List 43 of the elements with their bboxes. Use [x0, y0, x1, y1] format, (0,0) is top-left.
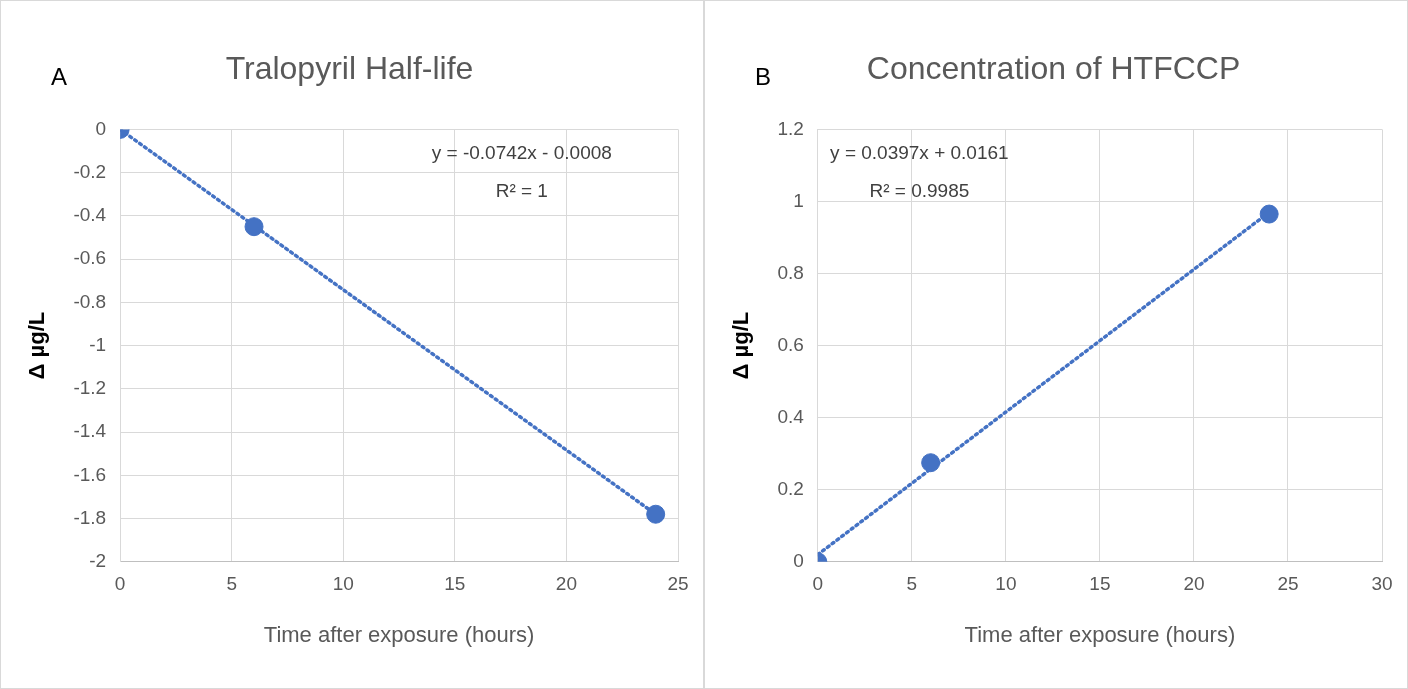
- text: A: [51, 62, 68, 90]
- x-tick-label: 10: [332, 573, 354, 595]
- x-tick-label: 30: [1371, 573, 1393, 595]
- x-tick-label: 20: [1183, 573, 1205, 595]
- y-tick-label: -1: [89, 333, 107, 355]
- x-tick-label: 5: [226, 573, 237, 595]
- y-tick-label: 0: [95, 117, 107, 139]
- y-tick-label: 1: [793, 189, 804, 211]
- text: B: [755, 62, 772, 90]
- annotation: R² = 1: [495, 180, 548, 202]
- x-tick-label: 5: [906, 573, 918, 595]
- chart-title: Concentration of HTFCCP: [866, 50, 1241, 87]
- y-tick-label: -0.4: [73, 204, 107, 226]
- y-tick-label: -1.8: [73, 506, 107, 528]
- y-tick-label: 0: [793, 550, 804, 572]
- x-tick-label: 10: [995, 573, 1017, 595]
- chart-title: Tralopyril Half-life: [225, 50, 474, 87]
- annotation: y = -0.0742x - 0.0008: [431, 142, 612, 164]
- y-tick-label: -1.4: [73, 420, 107, 442]
- y-tick-label: -1.6: [73, 463, 107, 485]
- annotation: y = 0.0397x + 0.0161: [830, 142, 1009, 164]
- y-tick-label: 1.2: [777, 117, 804, 139]
- y-tick-label: -0.2: [73, 160, 107, 182]
- y-tick-label: 0.4: [777, 405, 805, 427]
- x-axis-title: Time after exposure (hours): [964, 621, 1236, 647]
- y-tick-label: -0.6: [73, 247, 107, 269]
- y-tick-label: -0.8: [73, 290, 107, 312]
- y-tick-label: 0.8: [777, 261, 804, 283]
- y-tick-label: 0.2: [777, 477, 804, 499]
- x-tick-label: 20: [555, 573, 577, 595]
- y-axis-title: Δ µg/L: [24, 311, 50, 380]
- y-tick-label: -2: [89, 550, 107, 572]
- x-tick-label: 15: [1089, 573, 1111, 595]
- y-tick-label: -1.2: [73, 377, 107, 399]
- x-tick-label: 0: [812, 573, 824, 595]
- y-axis-title: Δ µg/L: [728, 311, 754, 380]
- x-tick-label: 25: [667, 573, 689, 595]
- annotation: R² = 0.9985: [869, 180, 970, 202]
- y-tick-label: 0.6: [777, 333, 804, 355]
- x-tick-label: 25: [1277, 573, 1299, 595]
- x-axis-title: Time after exposure (hours): [263, 621, 535, 647]
- x-tick-label: 15: [444, 573, 466, 595]
- x-tick-label: 0: [114, 573, 126, 595]
